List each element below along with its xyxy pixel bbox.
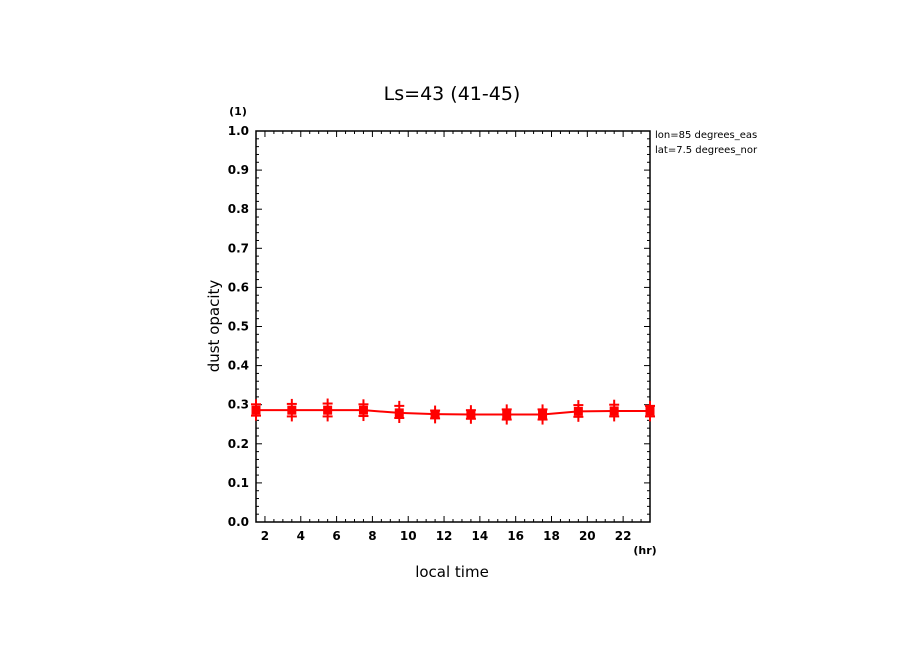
x-tick-label: 2 — [261, 529, 269, 543]
x-tick-label: 16 — [507, 529, 524, 543]
x-tick-label: 8 — [368, 529, 376, 543]
y-tick-label: 0.9 — [228, 163, 249, 177]
x-tick-label: 22 — [615, 529, 632, 543]
plot-frame — [255, 130, 651, 523]
annotation-lat: lat=7.5 degrees_nor — [655, 145, 758, 156]
data-point — [466, 409, 476, 419]
y-tick-label: 0.6 — [228, 280, 249, 294]
annotation-lon: lon=85 degrees_eas — [655, 130, 757, 141]
data-point — [609, 406, 619, 416]
data-point — [358, 405, 368, 415]
y-tick-label: 0.0 — [228, 515, 249, 529]
y-tick-label: 0.7 — [228, 241, 249, 255]
x-tick-label: 12 — [436, 529, 453, 543]
x-tick-label: 4 — [297, 529, 305, 543]
y-tick-label: 0.4 — [228, 359, 249, 373]
x-tick-label: 10 — [400, 529, 417, 543]
chart-title: Ls=43 (41-45) — [384, 83, 521, 105]
y-axis-unit: (1) — [229, 105, 247, 118]
data-point — [430, 409, 440, 419]
plot-area: 0.0 0.1 0.2 0.3 0.4 0.5 0.6 0.7 0.8 0.9 1.0 2 4 6 8 10 1… — [228, 124, 655, 543]
y-tick-label: 0.1 — [228, 476, 249, 490]
series-line — [256, 409, 650, 416]
x-tick-label: 20 — [579, 529, 596, 543]
data-point — [538, 409, 548, 419]
x-tick-label: 6 — [332, 529, 340, 543]
x-axis-title: local time — [415, 563, 489, 581]
data-point — [323, 405, 333, 415]
y-tick-label: 0.3 — [228, 398, 249, 412]
data-point — [394, 408, 404, 418]
data-point — [502, 409, 512, 419]
data-point — [645, 406, 655, 416]
y-tick-label: 0.5 — [228, 320, 249, 334]
x-axis-unit: (hr) — [633, 544, 656, 557]
y-tick-label: 0.2 — [228, 437, 249, 451]
y-tick-label: 0.8 — [228, 202, 249, 216]
y-axis-title: dust opacity — [205, 280, 223, 373]
data-point — [287, 405, 297, 415]
y-tick-label: 1.0 — [228, 124, 249, 138]
data-point — [251, 405, 261, 415]
x-tick-label: 14 — [472, 529, 489, 543]
data-point — [573, 406, 583, 416]
x-tick-label: 18 — [543, 529, 560, 543]
